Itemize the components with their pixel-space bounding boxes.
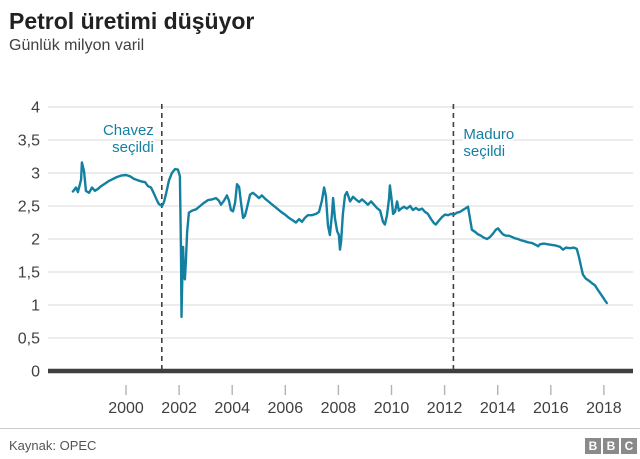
x-tick-label: 2002	[161, 400, 197, 417]
bbc-logo-block: C	[621, 438, 637, 454]
y-tick-label: 1	[31, 298, 40, 315]
y-tick-label: 2,5	[18, 199, 40, 216]
bbc-logo-block: B	[585, 438, 601, 454]
y-tick-label: 4	[31, 100, 40, 117]
x-tick-label: 2018	[586, 400, 622, 417]
y-tick-label: 3,5	[18, 133, 40, 150]
y-tick-label: 3	[31, 166, 40, 183]
production-line	[71, 161, 608, 319]
x-tick-label: 2000	[108, 400, 144, 417]
bbc-logo-block: B	[603, 438, 619, 454]
page-title: Petrol üretimi düşüyor	[9, 8, 255, 34]
x-tick-label: 2014	[480, 400, 516, 417]
event-label: Chavez	[103, 122, 154, 139]
event-label: seçildi	[463, 143, 505, 160]
y-tick-label: 0,5	[18, 331, 40, 348]
y-tick-label: 0	[31, 364, 40, 381]
x-tick-label: 2012	[427, 400, 463, 417]
event-label: seçildi	[112, 139, 154, 156]
footer-divider	[0, 428, 640, 429]
page-subtitle: Günlük milyon varil	[9, 37, 145, 54]
x-tick-label: 2006	[268, 400, 304, 417]
x-tick-label: 2008	[321, 400, 357, 417]
bbc-logo: B B C	[585, 438, 637, 454]
y-tick-label: 2	[31, 232, 40, 249]
x-tick-label: 2004	[214, 400, 250, 417]
y-tick-label: 1,5	[18, 265, 40, 282]
source-note: Kaynak: OPEC	[9, 438, 97, 453]
event-label: Maduro	[463, 126, 514, 143]
x-tick-label: 2016	[533, 400, 569, 417]
x-tick-label: 2010	[374, 400, 410, 417]
